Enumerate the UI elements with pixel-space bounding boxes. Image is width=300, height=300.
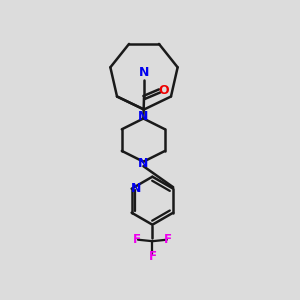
- Text: N: N: [138, 157, 148, 170]
- Text: N: N: [139, 66, 149, 80]
- Text: N: N: [131, 182, 141, 195]
- Text: F: F: [164, 232, 172, 246]
- Text: F: F: [148, 250, 156, 263]
- Text: O: O: [158, 84, 169, 97]
- Text: F: F: [133, 232, 140, 246]
- Text: N: N: [138, 110, 148, 124]
